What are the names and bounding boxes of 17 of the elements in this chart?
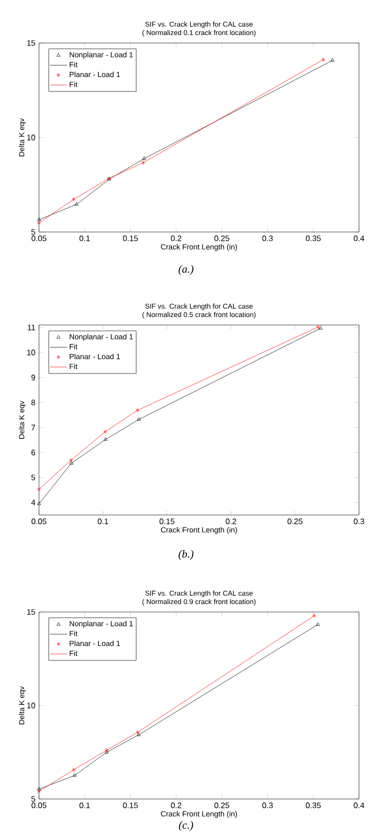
text: (c.) <box>178 821 194 831</box>
point <box>142 156 146 160</box>
point <box>69 458 73 462</box>
text: (b.) <box>178 550 194 560</box>
text: (a.) <box>178 265 194 275</box>
point <box>69 461 74 464</box>
point <box>72 768 76 772</box>
point <box>74 202 78 206</box>
point <box>72 197 76 202</box>
point <box>72 773 77 777</box>
point <box>136 408 140 412</box>
point <box>136 730 140 734</box>
point <box>104 437 108 441</box>
point <box>103 430 108 434</box>
point <box>136 417 141 421</box>
point <box>141 160 146 165</box>
point <box>136 732 141 736</box>
